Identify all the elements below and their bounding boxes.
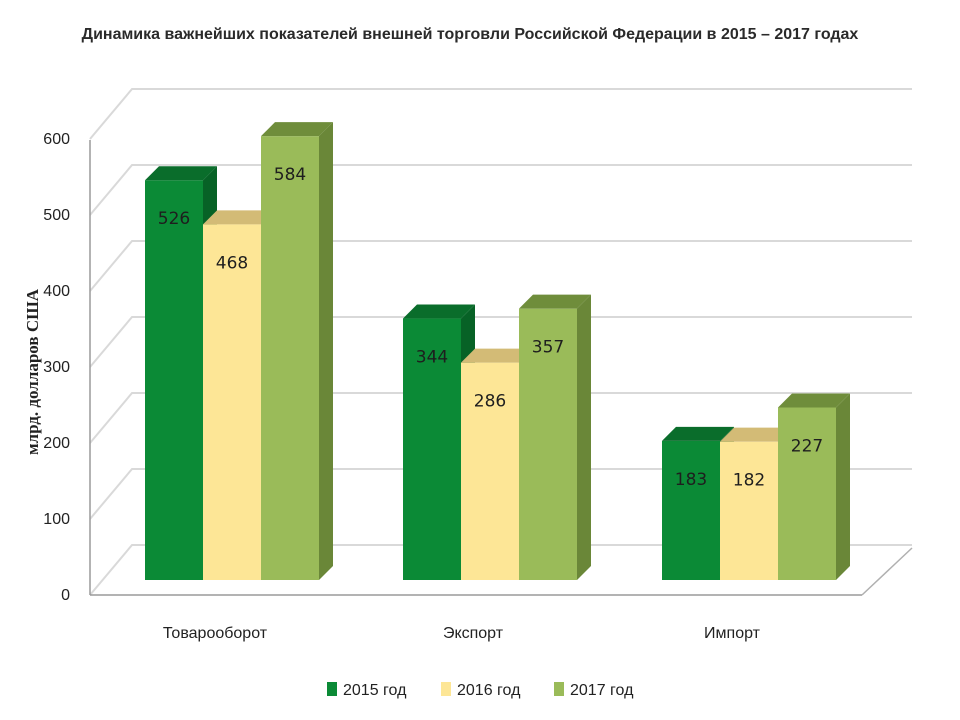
- legend-item: 2015 год: [327, 682, 407, 699]
- y-axis-ticks: 0 100 200 300 400 500 600: [43, 131, 70, 604]
- legend-swatch: [554, 682, 564, 696]
- bar-top: [519, 294, 591, 309]
- bar-top: [261, 122, 333, 137]
- bar: 584: [261, 122, 333, 580]
- y-tick-label: 600: [43, 131, 70, 148]
- legend-swatch: [327, 682, 337, 696]
- bar: 227: [778, 393, 850, 580]
- data-label: 584: [274, 165, 306, 185]
- gridline: [89, 392, 912, 444]
- category-label: Экспорт: [443, 625, 504, 642]
- floor-edge: [861, 547, 913, 596]
- bar-top: [720, 427, 792, 442]
- bar-front: [662, 440, 720, 580]
- bar-front: [519, 308, 577, 580]
- bar-side: [319, 122, 333, 580]
- y-tick-label: 0: [61, 587, 70, 604]
- data-label: 182: [733, 471, 765, 491]
- data-label: 227: [791, 436, 823, 456]
- grid: [89, 88, 913, 596]
- category-label: Импорт: [704, 625, 761, 642]
- legend-swatch: [441, 682, 451, 696]
- bar-front: [778, 407, 836, 580]
- y-tick-label: 200: [43, 435, 70, 452]
- bar-top: [403, 304, 475, 319]
- data-label: 286: [474, 392, 506, 412]
- category-labels: Товарооборот Экспорт Импорт: [163, 625, 761, 642]
- gridline: [89, 544, 912, 596]
- data-label: 526: [158, 209, 190, 229]
- gridline: [89, 164, 912, 216]
- legend-label: 2017 год: [570, 682, 634, 699]
- bar-top: [203, 210, 275, 225]
- data-label: 344: [416, 348, 448, 368]
- data-label: 468: [216, 253, 248, 273]
- y-tick-label: 500: [43, 207, 70, 224]
- y-tick-label: 400: [43, 283, 70, 300]
- bar-top: [461, 348, 533, 363]
- legend: 2015 год 2016 год 2017 год: [327, 682, 634, 699]
- bar-front: [403, 318, 461, 580]
- bar-side: [836, 393, 850, 580]
- gridline: [89, 240, 912, 292]
- legend-label: 2016 год: [457, 682, 521, 699]
- chart-title: Динамика важнейших показателей внешней т…: [82, 26, 859, 43]
- y-tick-label: 300: [43, 359, 70, 376]
- y-axis-label: млрд. долларов США: [23, 288, 42, 455]
- bar-front: [145, 180, 203, 581]
- bars: 526 468 584 344 286 357 183 182 227: [145, 122, 850, 581]
- y-tick-label: 100: [43, 511, 70, 528]
- data-label: 183: [675, 470, 707, 490]
- category-label: Товарооборот: [163, 625, 268, 642]
- bar: 357: [519, 294, 591, 580]
- bar-front: [720, 441, 778, 580]
- gridline: [89, 316, 912, 368]
- data-label: 357: [532, 338, 564, 358]
- legend-label: 2015 год: [343, 682, 407, 699]
- legend-item: 2017 год: [554, 682, 634, 699]
- bar-front: [203, 224, 261, 580]
- bar-top: [145, 166, 217, 181]
- gridline: [89, 468, 912, 520]
- bar-front: [461, 362, 519, 580]
- gridline: [89, 88, 912, 140]
- bar-top: [778, 393, 850, 408]
- bar-front: [261, 136, 319, 580]
- bar-side: [577, 294, 591, 580]
- bar-top: [662, 426, 734, 441]
- legend-item: 2016 год: [441, 682, 521, 699]
